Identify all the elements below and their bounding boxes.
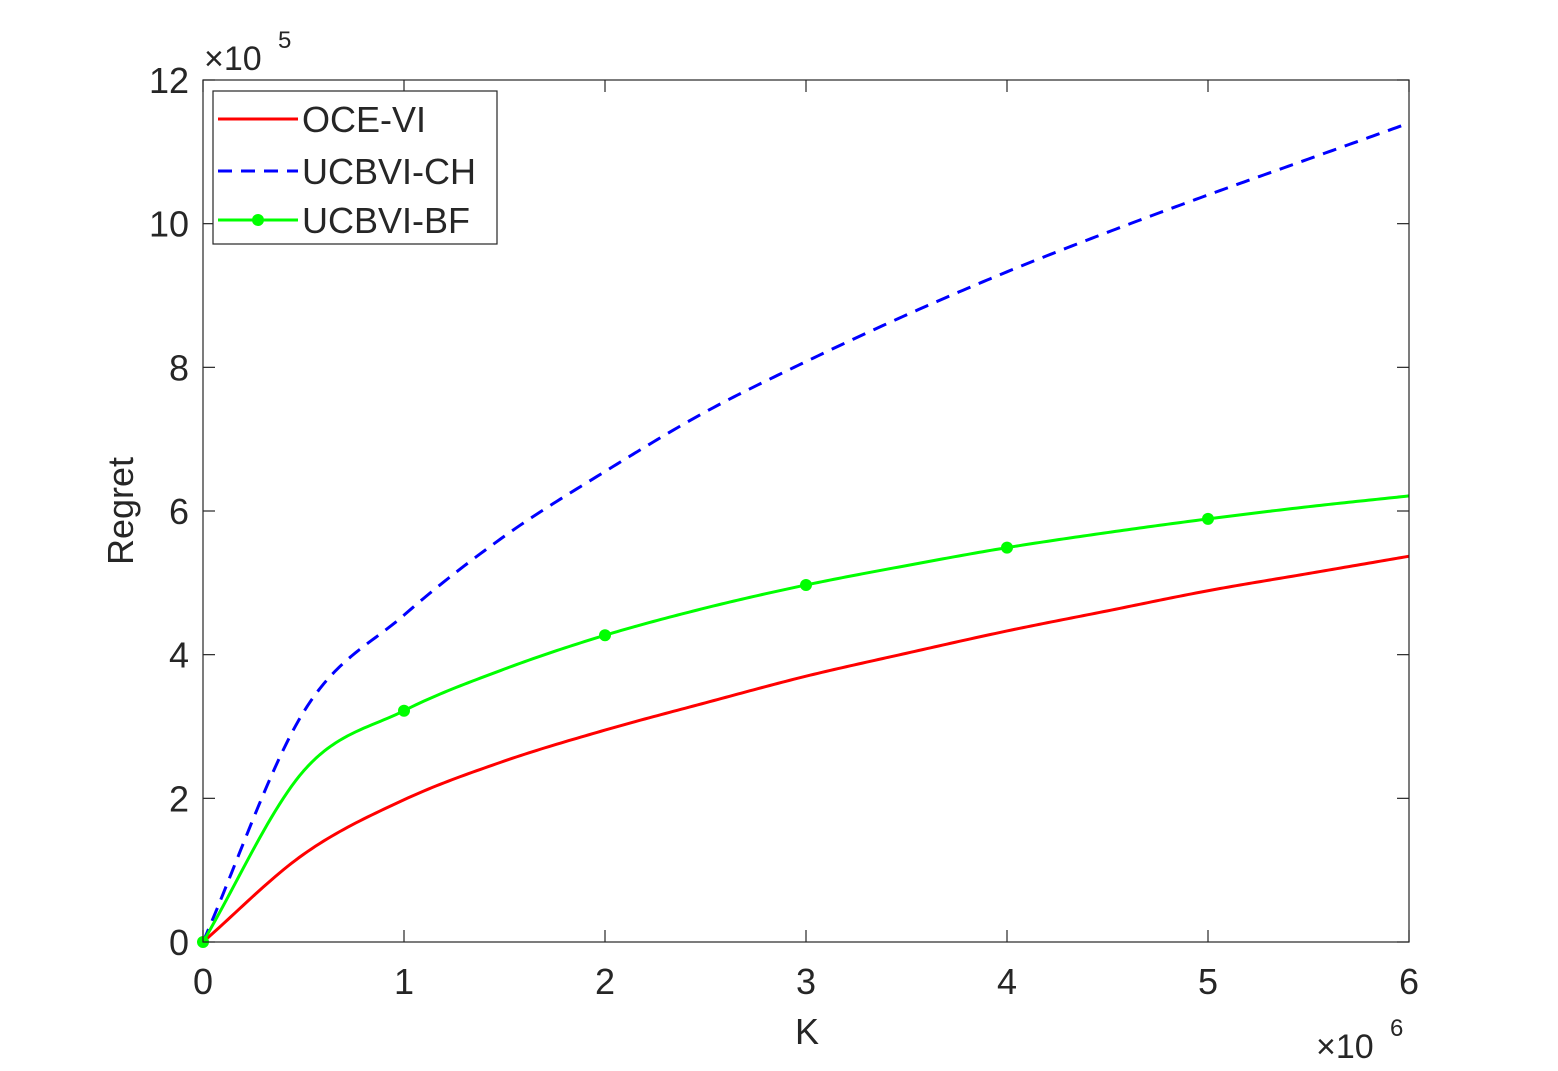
series-line-oce-vi (202, 554, 1410, 944)
x-axis-label: K (795, 1011, 819, 1052)
data-point-ucbvi-bf (599, 629, 611, 642)
legend-label-oce-vi: OCE-VI (302, 99, 426, 140)
data-point-ucbvi-bf (398, 704, 410, 717)
x-tick-label: 2 (595, 961, 615, 1002)
x-tick-label: 4 (997, 961, 1017, 1002)
x-exponent-power: 6 (1390, 1015, 1403, 1042)
y-tick-label: 10 (149, 204, 189, 245)
series-line-ucbvi-ch (201, 121, 1410, 943)
data-point-ucbvi-bf (1001, 541, 1013, 554)
data-point-ucbvi-bf (1202, 512, 1214, 525)
legend-marker-ucbvi-bf (252, 214, 264, 226)
x-exponent-base: ×10 (1316, 1028, 1374, 1066)
y-tick-label: 8 (169, 347, 189, 388)
x-exponent-label: ×10 6 (1316, 1015, 1403, 1066)
y-exponent-base: ×10 (204, 40, 262, 78)
x-tick-label: 3 (796, 961, 816, 1002)
legend: OCE-VI UCBVI-CH UCBVI-BF (212, 90, 498, 245)
legend-label-ucbvi-bf: UCBVI-BF (302, 200, 470, 241)
legend-label-ucbvi-ch: UCBVI-CH (302, 151, 476, 192)
y-tick-label: 2 (169, 778, 189, 819)
series-lines (197, 121, 1410, 948)
y-tick-label: 6 (169, 491, 189, 532)
x-tick-label: 6 (1399, 961, 1419, 1002)
x-tick-label: 0 (193, 961, 213, 1002)
x-tick-label: 1 (394, 961, 414, 1002)
y-exponent-power: 5 (278, 27, 291, 54)
y-exponent-label: ×10 5 (204, 27, 291, 78)
y-tick-label: 4 (169, 635, 189, 676)
data-point-ucbvi-bf (800, 578, 812, 591)
y-tick-label: 0 (169, 922, 189, 963)
y-axis-label: Regret (100, 457, 141, 565)
x-tick-label: 5 (1198, 961, 1218, 1002)
y-tick-label: 12 (149, 60, 189, 101)
